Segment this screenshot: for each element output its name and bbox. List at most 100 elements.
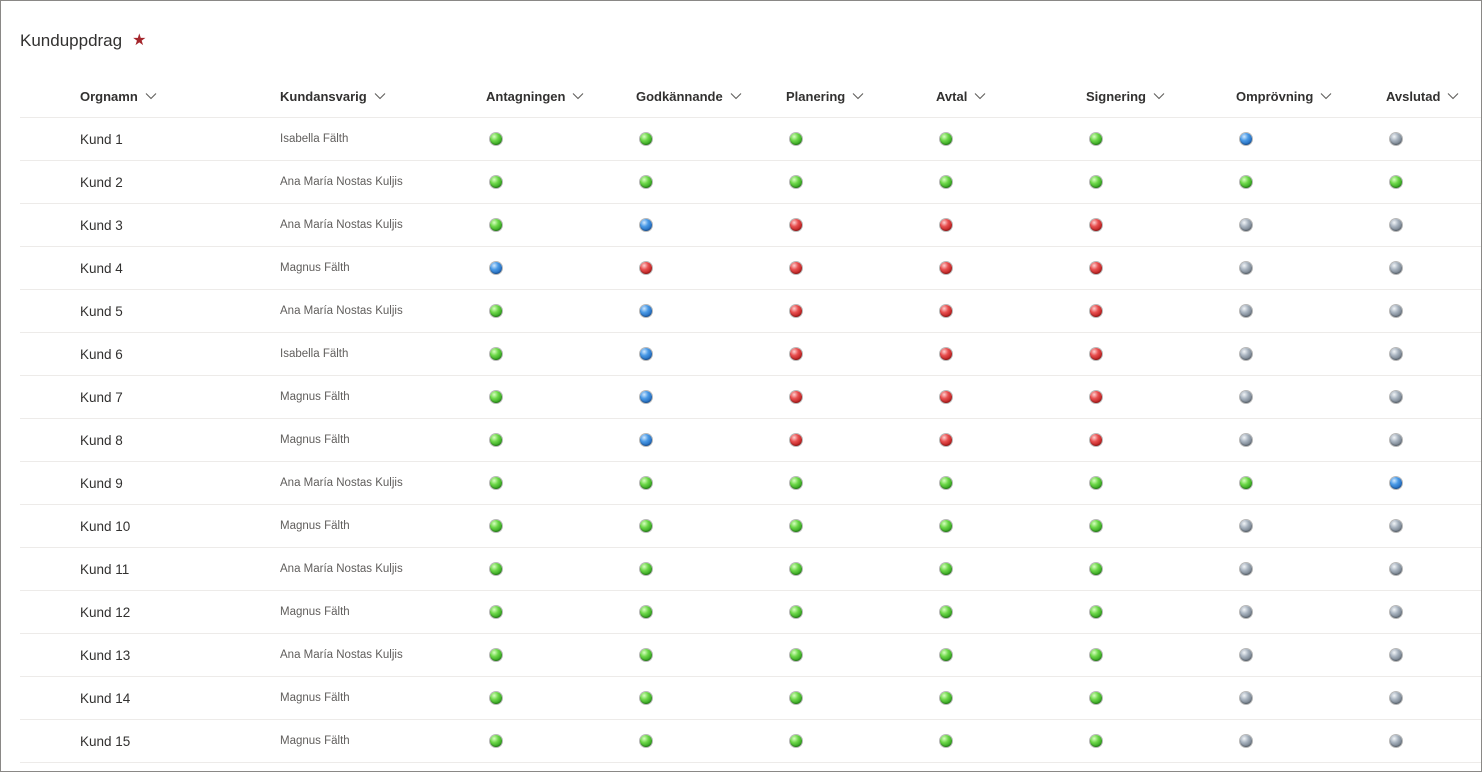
column-header-avtal[interactable]: Avtal [936, 75, 986, 117]
list-rows: Kund 1 Isabella Fälth Kund 2 Ana María Nost… [20, 118, 1481, 763]
org-name-cell[interactable]: Kund 11 [80, 561, 130, 577]
status-green-dot-icon [790, 176, 802, 188]
column-header-antagningen[interactable]: Antagningen [486, 75, 584, 117]
owner-cell: Ana María Nostas Kuljis [280, 477, 403, 489]
status-gray-dot-icon [1240, 219, 1252, 231]
status-cell [1386, 462, 1402, 504]
status-cell [936, 204, 952, 246]
table-row[interactable]: Kund 4 Magnus Fälth [20, 247, 1481, 290]
org-name-cell[interactable]: Kund 5 [80, 303, 123, 319]
org-name-cell[interactable]: Kund 1 [80, 131, 123, 147]
org-name-cell[interactable]: Kund 8 [80, 432, 123, 448]
column-header-orgnamn[interactable]: Orgnamn [80, 75, 280, 117]
status-cell [486, 290, 502, 332]
table-row[interactable]: Kund 1 Isabella Fälth [20, 118, 1481, 161]
column-header-avslutad[interactable]: Avslutad [1386, 75, 1459, 117]
status-cell [786, 118, 802, 160]
table-row[interactable]: Kund 6 Isabella Fälth [20, 333, 1481, 376]
org-name-cell[interactable]: Kund 3 [80, 217, 123, 233]
status-cell [936, 462, 952, 504]
page-title: Kunduppdrag [20, 31, 123, 50]
status-cell [1086, 376, 1102, 418]
status-blue-dot-icon [640, 434, 652, 446]
org-name-cell[interactable]: Kund 15 [80, 733, 131, 749]
status-cell [786, 419, 802, 461]
status-green-dot-icon [490, 434, 502, 446]
org-name-cell[interactable]: Kund 9 [80, 475, 123, 491]
status-cell [1086, 634, 1102, 676]
table-row[interactable]: Kund 3 Ana María Nostas Kuljis [20, 204, 1481, 247]
table-row[interactable]: Kund 5 Ana María Nostas Kuljis [20, 290, 1481, 333]
status-cell [936, 720, 952, 762]
table-row[interactable]: Kund 10 Magnus Fälth [20, 505, 1481, 548]
status-cell [1236, 376, 1252, 418]
status-green-dot-icon [1090, 692, 1102, 704]
status-gray-dot-icon [1240, 735, 1252, 747]
status-red-dot-icon [790, 219, 802, 231]
status-cell [1236, 247, 1252, 289]
status-cell [636, 290, 652, 332]
org-name-cell[interactable]: Kund 6 [80, 346, 123, 362]
status-green-dot-icon [490, 219, 502, 231]
status-green-dot-icon [790, 520, 802, 532]
table-row[interactable]: Kund 2 Ana María Nostas Kuljis [20, 161, 1481, 204]
org-name-cell[interactable]: Kund 7 [80, 389, 123, 405]
status-cell [486, 591, 502, 633]
table-row[interactable]: Kund 11 Ana María Nostas Kuljis [20, 548, 1481, 591]
owner-cell: Isabella Fälth [280, 348, 349, 360]
org-name-cell[interactable]: Kund 12 [80, 604, 131, 620]
org-name-cell[interactable]: Kund 14 [80, 690, 131, 706]
column-header-kundansvarig[interactable]: Kundansvarig [280, 75, 486, 117]
status-cell [1386, 591, 1402, 633]
table-row[interactable]: Kund 15 Magnus Fälth [20, 720, 1481, 763]
status-green-dot-icon [1090, 477, 1102, 489]
org-name-cell[interactable]: Kund 13 [80, 647, 131, 663]
status-green-dot-icon [940, 133, 952, 145]
status-cell [636, 548, 652, 590]
org-name-cell[interactable]: Kund 4 [80, 260, 123, 276]
status-cell [1386, 548, 1402, 590]
chevron-down-icon [573, 93, 584, 100]
status-cell [936, 376, 952, 418]
status-cell [486, 333, 502, 375]
status-cell [1236, 505, 1252, 547]
status-cell [1386, 290, 1402, 332]
status-green-dot-icon [790, 606, 802, 618]
table-row[interactable]: Kund 8 Magnus Fälth [20, 419, 1481, 462]
org-name-cell[interactable]: Kund 2 [80, 174, 123, 190]
status-cell [786, 204, 802, 246]
status-cell [1236, 118, 1252, 160]
column-header-godkännande[interactable]: Godkännande [636, 75, 742, 117]
status-gray-dot-icon [1240, 563, 1252, 575]
status-cell [1236, 591, 1252, 633]
status-green-dot-icon [1090, 520, 1102, 532]
owner-cell: Ana María Nostas Kuljis [280, 649, 403, 661]
column-header-label: Avtal [936, 88, 968, 104]
status-red-dot-icon [940, 348, 952, 360]
favorite-star-icon[interactable]: ★ [132, 32, 147, 49]
status-blue-dot-icon [1390, 477, 1402, 489]
status-cell [636, 720, 652, 762]
column-header-signering[interactable]: Signering [1086, 75, 1165, 117]
table-row[interactable]: Kund 12 Magnus Fälth [20, 591, 1481, 634]
status-green-dot-icon [490, 649, 502, 661]
table-row[interactable]: Kund 14 Magnus Fälth [20, 677, 1481, 720]
status-cell [786, 634, 802, 676]
column-header-row: Orgnamn Kundansvarig Antagningen Godkännand… [20, 75, 1481, 118]
status-green-dot-icon [640, 563, 652, 575]
status-cell [786, 591, 802, 633]
list-table: Orgnamn Kundansvarig Antagningen Godkännand… [20, 75, 1481, 763]
status-green-dot-icon [640, 477, 652, 489]
column-header-omprövning[interactable]: Omprövning [1236, 75, 1332, 117]
table-row[interactable]: Kund 9 Ana María Nostas Kuljis [20, 462, 1481, 505]
status-cell [1086, 247, 1102, 289]
status-gray-dot-icon [1240, 262, 1252, 274]
table-row[interactable]: Kund 13 Ana María Nostas Kuljis [20, 634, 1481, 677]
status-cell [936, 290, 952, 332]
status-cell [786, 247, 802, 289]
table-row[interactable]: Kund 7 Magnus Fälth [20, 376, 1481, 419]
org-name-cell[interactable]: Kund 10 [80, 518, 131, 534]
status-green-dot-icon [490, 692, 502, 704]
column-header-planering[interactable]: Planering [786, 75, 864, 117]
status-red-dot-icon [1090, 219, 1102, 231]
